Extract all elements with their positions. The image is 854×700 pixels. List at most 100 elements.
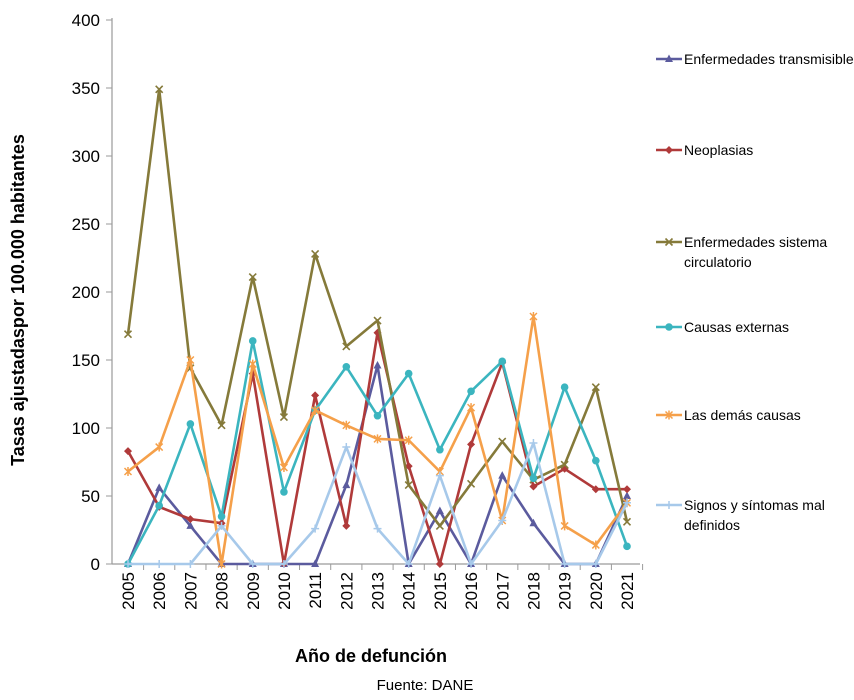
data-point-enfermedades-sistema-circulatorio xyxy=(435,521,444,530)
data-point-signos-y-sintomas-mal-definidos xyxy=(467,560,476,568)
x-tick-label: 2005 xyxy=(119,572,138,610)
legend-label-line: definidos xyxy=(684,517,740,533)
legend-label-line: Enfermedades sistema xyxy=(684,234,827,250)
data-point-enfermedades-sistema-circulatorio xyxy=(248,272,257,282)
x-axis-ticks: 2005 2006 2007 2008 2009 2010 2011 2012 2013 2014… xyxy=(119,564,644,610)
data-point-causas-externas xyxy=(592,456,600,465)
data-point-enfermedades-transmisibles xyxy=(186,521,195,529)
data-point-enfermedades-transmisibles xyxy=(373,360,382,369)
data-point-neoplasias xyxy=(435,560,444,568)
data-point-enfermedades-transmisibles xyxy=(435,506,444,514)
data-point-enfermedades-sistema-circulatorio xyxy=(466,479,476,488)
data-point-signos-y-sintomas-mal-definidos xyxy=(186,560,195,568)
legend-item-enfermedades-sistema-circulatorio: Enfermedades sistema circulatorio xyxy=(656,234,827,270)
series-causas-externas xyxy=(124,337,631,568)
y-axis-ticks: 0 50 100 150 200 250 300 350 400 xyxy=(72,11,112,574)
plot-area xyxy=(111,18,640,565)
data-point-las-demas-causas xyxy=(373,434,382,444)
x-tick-label: 2017 xyxy=(493,572,512,610)
data-point-enfermedades-transmisibles xyxy=(498,471,507,479)
data-point-enfermedades-sistema-circulatorio xyxy=(155,85,164,94)
data-point-enfermedades-sistema-circulatorio xyxy=(498,437,507,446)
data-point-causas-externas xyxy=(342,363,351,371)
x-tick-label: 2016 xyxy=(462,572,481,610)
y-tick-label: 300 xyxy=(72,147,100,166)
data-point-causas-externas xyxy=(373,411,382,420)
data-point-neoplasias xyxy=(623,485,631,494)
data-point-enfermedades-transmisibles xyxy=(155,483,164,491)
data-point-causas-externas xyxy=(155,501,163,510)
legend-label: Enfermedades transmisibles xyxy=(684,51,854,67)
data-point-enfermedades-transmisibles xyxy=(529,518,538,527)
y-tick-label: 350 xyxy=(72,79,100,98)
x-tick-label: 2020 xyxy=(587,572,606,610)
y-tick-label: 400 xyxy=(72,11,100,30)
legend-label: Enfermedades sistema circulatorio xyxy=(684,234,827,270)
legend-marker xyxy=(665,501,673,509)
data-point-enfermedades-sistema-circulatorio xyxy=(279,413,289,422)
legend-marker xyxy=(665,146,673,154)
data-point-causas-externas xyxy=(186,420,195,428)
data-point-las-demas-causas xyxy=(248,359,257,369)
x-tick-label: 2021 xyxy=(618,572,637,610)
data-point-signos-y-sintomas-mal-definidos xyxy=(342,443,351,452)
data-point-causas-externas xyxy=(280,488,288,496)
x-tick-label: 2013 xyxy=(369,572,388,610)
x-tick-label: 2018 xyxy=(524,572,543,610)
data-point-signos-y-sintomas-mal-definidos xyxy=(155,560,164,568)
data-point-enfermedades-sistema-circulatorio xyxy=(311,249,320,258)
legend-item-las-demas-causas: Las demás causas xyxy=(656,407,801,423)
y-tick-label: 150 xyxy=(72,351,100,370)
legend-label-line: Signos y síntomas mal xyxy=(684,497,825,513)
x-tick-label: 2009 xyxy=(244,572,263,610)
x-tick-label: 2015 xyxy=(431,572,450,610)
legend-label: Causas externas xyxy=(684,319,789,335)
x-tick-label: 2014 xyxy=(400,572,419,610)
series-enfermedades-sistema-circulatorio xyxy=(123,85,632,530)
data-point-causas-externas xyxy=(436,445,444,454)
data-point-signos-y-sintomas-mal-definidos xyxy=(279,560,288,568)
data-point-signos-y-sintomas-mal-definidos xyxy=(623,498,631,507)
data-point-las-demas-causas xyxy=(529,311,538,321)
data-point-enfermedades-sistema-circulatorio xyxy=(404,481,413,490)
legend-label-line: Neoplasias xyxy=(684,142,753,158)
data-point-enfermedades-sistema-circulatorio xyxy=(591,383,600,392)
legend-label-line: circulatorio xyxy=(684,254,752,270)
data-point-signos-y-sintomas-mal-definidos xyxy=(217,521,226,530)
x-tick-label: 2011 xyxy=(306,572,325,609)
x-tick-label: 2010 xyxy=(275,572,294,610)
data-point-las-demas-causas xyxy=(186,355,195,365)
data-point-causas-externas xyxy=(467,387,475,396)
legend-marker xyxy=(664,237,674,247)
data-point-enfermedades-transmisibles xyxy=(342,480,351,489)
data-point-signos-y-sintomas-mal-definidos xyxy=(435,471,444,480)
data-point-enfermedades-sistema-circulatorio xyxy=(342,342,351,351)
data-point-las-demas-causas xyxy=(404,435,413,445)
x-tick-label: 2007 xyxy=(181,572,200,610)
data-point-las-demas-causas xyxy=(342,420,351,430)
data-point-neoplasias xyxy=(186,515,195,524)
legend-label: Las demás causas xyxy=(684,407,801,423)
data-point-las-demas-causas xyxy=(123,467,133,477)
data-point-las-demas-causas xyxy=(560,521,569,531)
data-point-causas-externas xyxy=(529,474,538,483)
data-point-signos-y-sintomas-mal-definidos xyxy=(529,438,538,447)
data-point-signos-y-sintomas-mal-definidos xyxy=(591,560,600,568)
data-point-las-demas-causas xyxy=(279,462,288,472)
x-tick-label: 2012 xyxy=(337,572,356,610)
x-tick-label: 2008 xyxy=(213,572,232,610)
legend-label-line: Enfermedades transmisibles xyxy=(684,51,854,67)
data-point-las-demas-causas xyxy=(467,403,476,413)
legend-item-enfermedades-transmisibles: Enfermedades transmisibles xyxy=(656,51,854,67)
data-point-signos-y-sintomas-mal-definidos xyxy=(124,560,132,568)
data-point-neoplasias xyxy=(124,447,132,456)
data-point-signos-y-sintomas-mal-definidos xyxy=(248,560,257,568)
data-point-enfermedades-transmisibles xyxy=(311,559,320,567)
data-point-signos-y-sintomas-mal-definidos xyxy=(311,524,320,533)
data-point-signos-y-sintomas-mal-definidos xyxy=(498,516,507,525)
data-point-enfermedades-sistema-circulatorio xyxy=(217,421,226,430)
legend-item-causas-externas: Causas externas xyxy=(656,319,789,335)
source-note: Fuente: DANE xyxy=(377,677,474,694)
data-point-signos-y-sintomas-mal-definidos xyxy=(404,560,413,568)
data-point-neoplasias xyxy=(342,521,351,530)
